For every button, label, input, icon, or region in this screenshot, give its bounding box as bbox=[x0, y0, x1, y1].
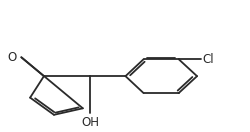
Text: OH: OH bbox=[81, 116, 99, 129]
Text: O: O bbox=[8, 51, 17, 64]
Text: Cl: Cl bbox=[202, 53, 213, 66]
